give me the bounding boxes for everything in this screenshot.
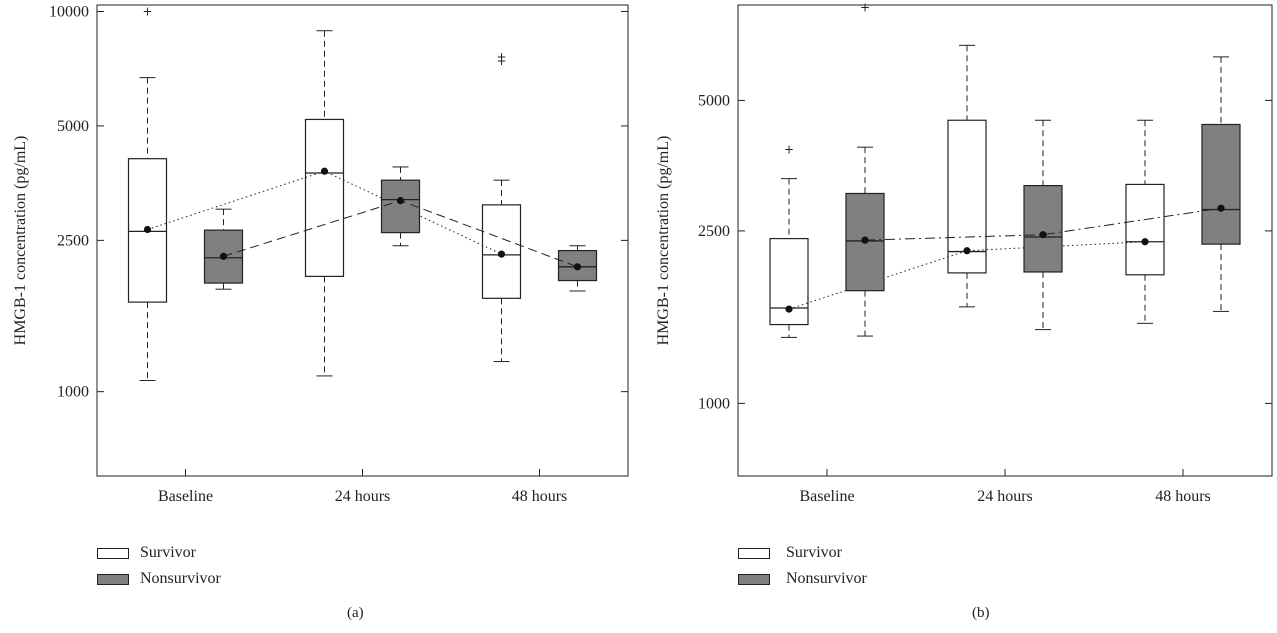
- y-tick-label: 10000: [49, 3, 89, 20]
- y-tick-label: 2500: [698, 223, 730, 240]
- y-tick-label: 5000: [57, 118, 89, 135]
- mean-dot-survivor: [320, 167, 329, 175]
- x-tick-label: 48 hours: [1155, 488, 1211, 505]
- box-survivor-1: [947, 44, 987, 308]
- legend-label-survivor-b: Survivor: [786, 544, 842, 561]
- box-nonsurvivor-0: +: [845, 0, 885, 337]
- mean-dot-survivor: [143, 225, 152, 234]
- panel-label-b: (b): [972, 605, 990, 621]
- outlier-marker: +: [142, 4, 152, 18]
- mean-dot-nonsurvivor: [396, 197, 405, 205]
- mean-dot-nonsurvivor: [861, 236, 869, 244]
- box-iqr: [1201, 123, 1241, 245]
- y-axis-label: HMGB-1 concentration (pg/mL): [12, 136, 29, 346]
- mean-dot-survivor: [785, 305, 793, 313]
- mean-dot-nonsurvivor: [219, 252, 228, 260]
- box-survivor-0: +: [769, 143, 809, 338]
- legend-label-survivor-a: Survivor: [140, 544, 196, 561]
- box-nonsurvivor-2: [1201, 56, 1241, 312]
- y-tick-label: 5000: [698, 92, 730, 109]
- box-survivor-0: +: [127, 4, 168, 381]
- plot-frame: [96, 4, 629, 477]
- y-tick-label: 1000: [698, 395, 730, 412]
- box-nonsurvivor-1: [1023, 119, 1063, 331]
- box-survivor-1: [304, 30, 345, 377]
- x-tick-label: 24 hours: [977, 488, 1033, 505]
- mean-dot-survivor: [1141, 238, 1149, 246]
- mean-dot-survivor: [497, 250, 506, 258]
- panel-a: 1000 2500 5000 10000 Baseline 24 hours 48 hour…: [12, 3, 629, 505]
- box-iqr: [304, 118, 345, 277]
- outlier-marker: +: [784, 143, 794, 157]
- mean-dot-nonsurvivor: [1217, 204, 1225, 212]
- panel-label-a: (a): [347, 605, 364, 621]
- box-nonsurvivor-0: [203, 208, 244, 290]
- plot-frame: [737, 4, 1273, 477]
- box-nonsurvivor-1: [380, 166, 421, 247]
- x-tick-label: Baseline: [158, 488, 213, 505]
- legend-label-nonsurvivor-b: Nonsurvivor: [786, 570, 867, 587]
- box-survivor-2: [1125, 119, 1165, 324]
- box-iqr: [1125, 183, 1165, 276]
- x-tick-label: 24 hours: [335, 488, 391, 505]
- legend-label-nonsurvivor-a: Nonsurvivor: [140, 570, 221, 587]
- box-survivor-2: ++: [481, 50, 522, 363]
- mean-dot-nonsurvivor: [1039, 231, 1047, 239]
- box-iqr: [1023, 185, 1063, 273]
- outlier-marker: +: [496, 54, 506, 68]
- outlier-marker: +: [860, 0, 870, 14]
- box-iqr: [380, 179, 421, 234]
- legend-swatch-nonsurvivor-b: [738, 574, 770, 585]
- outlier-marker: +: [496, 50, 506, 64]
- legend-swatch-nonsurvivor-a: [97, 574, 129, 585]
- y-axis-label: HMGB-1 concentration (pg/mL): [655, 136, 672, 346]
- y-tick-label: 2500: [57, 232, 89, 249]
- y-tick-label: 1000: [57, 384, 89, 401]
- panel-b: 1000 2500 5000 Baseline 24 hours 48 hours HMGB…: [655, 0, 1273, 505]
- mean-dot-survivor: [963, 247, 971, 255]
- box-iqr: [769, 237, 809, 326]
- mean-line-survivor: [788, 241, 1146, 310]
- legend-swatch-survivor-b: [738, 548, 770, 559]
- legend-swatch-survivor-a: [97, 548, 129, 559]
- x-tick-label: Baseline: [799, 488, 854, 505]
- mean-dot-nonsurvivor: [573, 263, 582, 271]
- x-tick-label: 48 hours: [512, 488, 568, 505]
